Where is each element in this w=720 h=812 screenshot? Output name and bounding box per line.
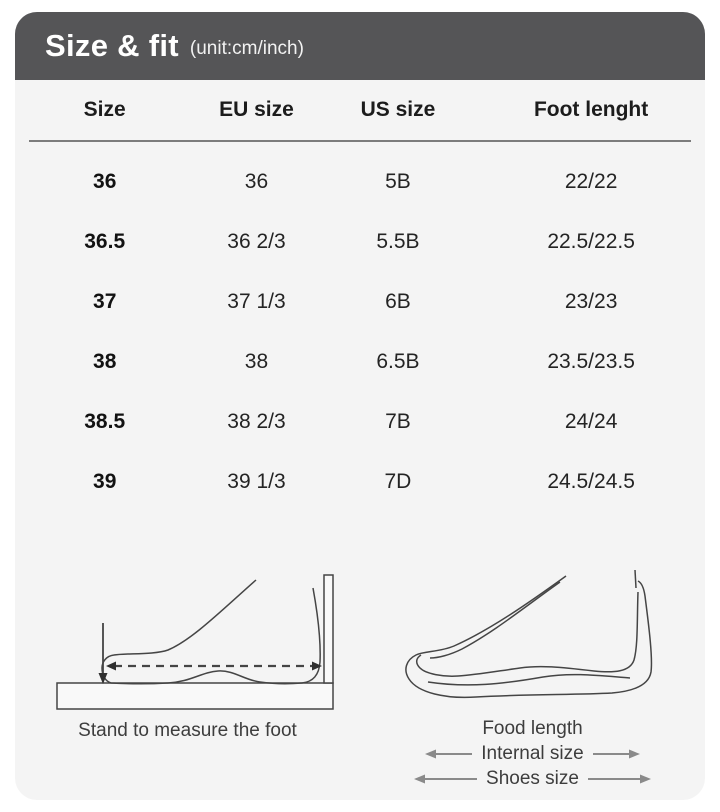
internal-size-row: Internal size bbox=[424, 743, 640, 765]
table-header-row: Size EU size US size Foot lenght bbox=[15, 80, 705, 140]
foot-measure-figure: Stand to measure the foot bbox=[15, 562, 360, 790]
heel-tab-line bbox=[633, 569, 637, 589]
cell-us-size: 6B bbox=[385, 290, 411, 313]
header-divider bbox=[29, 140, 691, 142]
shoe-collar-line bbox=[429, 581, 560, 659]
cell-eu-size: 37 1/3 bbox=[227, 290, 286, 313]
cell-foot-length: 23/23 bbox=[564, 290, 618, 313]
shoe-inner-outline bbox=[415, 591, 639, 677]
shoe-outer-outline bbox=[404, 575, 652, 699]
cell-us-size: 5.5B bbox=[376, 230, 420, 253]
cell-size: 38.5 bbox=[84, 410, 126, 433]
cell-foot-length: 22.5/22.5 bbox=[547, 230, 635, 253]
arrow-left-icon bbox=[425, 749, 473, 759]
cell-eu-size: 36 bbox=[244, 170, 269, 193]
cell-foot-length: 23.5/23.5 bbox=[547, 350, 635, 373]
shoe-midsole-line bbox=[427, 673, 630, 686]
shoes-size-label: Shoes size bbox=[486, 768, 579, 789]
cell-us-size: 7D bbox=[384, 470, 412, 493]
table-row: 36 36 5B 22/22 bbox=[15, 152, 705, 212]
card-title: Size & fit bbox=[45, 28, 179, 63]
cell-eu-size: 38 2/3 bbox=[227, 410, 286, 433]
card-header: Size & fit (unit:cm/inch) bbox=[15, 12, 705, 80]
arrow-left-icon bbox=[414, 774, 478, 784]
double-arrow-dashed-icon bbox=[105, 661, 322, 671]
table-row: 39 39 1/3 7D 24.5/24.5 bbox=[15, 452, 705, 512]
size-fit-card: Size & fit (unit:cm/inch) Size EU size U… bbox=[15, 12, 705, 800]
table-row: 36.5 36 2/3 5.5B 22.5/22.5 bbox=[15, 212, 705, 272]
column-header-eu-size: EU size bbox=[219, 98, 294, 121]
table-row: 38.5 38 2/3 7B 24/24 bbox=[15, 392, 705, 452]
arrow-right-icon bbox=[592, 749, 640, 759]
column-header-size: Size bbox=[83, 98, 126, 121]
column-header-foot-length: Foot lenght bbox=[533, 98, 649, 121]
column-header-us-size: US size bbox=[360, 98, 436, 121]
floor-shape bbox=[55, 682, 334, 710]
cell-foot-length: 24.5/24.5 bbox=[547, 470, 635, 493]
cell-eu-size: 38 bbox=[244, 350, 269, 373]
wall-shape bbox=[322, 574, 334, 684]
internal-size-label: Internal size bbox=[481, 743, 584, 764]
shoe-diagram bbox=[404, 569, 652, 699]
table-row: 38 38 6.5B 23.5/23.5 bbox=[15, 332, 705, 392]
arrow-down-icon bbox=[98, 623, 107, 684]
cell-size: 37 bbox=[93, 290, 117, 313]
table-row: 37 37 1/3 6B 23/23 bbox=[15, 272, 705, 332]
cell-us-size: 7B bbox=[385, 410, 411, 433]
cell-size: 36 bbox=[93, 170, 117, 193]
cell-foot-length: 24/24 bbox=[564, 410, 618, 433]
cell-size: 36.5 bbox=[84, 230, 126, 253]
cell-us-size: 6.5B bbox=[376, 350, 420, 373]
cell-eu-size: 36 2/3 bbox=[227, 230, 286, 253]
cell-eu-size: 39 1/3 bbox=[227, 470, 286, 493]
foot-measure-caption: Stand to measure the foot bbox=[78, 720, 297, 741]
shoe-size-figure: Food length Internal size Shoes size bbox=[360, 562, 705, 790]
foot-outline bbox=[100, 579, 321, 685]
cell-foot-length: 22/22 bbox=[564, 170, 618, 193]
cell-us-size: 5B bbox=[385, 170, 411, 193]
size-table-body: 36 36 5B 22/22 36.5 36 2/3 5.5B 22.5/22.… bbox=[15, 152, 705, 512]
shoes-size-row: Shoes size bbox=[413, 768, 652, 790]
food-length-caption: Food length bbox=[482, 718, 583, 739]
foot-measure-diagram bbox=[55, 574, 334, 710]
card-unit-label: (unit:cm/inch) bbox=[189, 37, 304, 59]
measurement-diagrams: Stand to measure the foot Food length bbox=[15, 562, 705, 790]
cell-size: 39 bbox=[93, 470, 117, 493]
arrow-right-icon bbox=[587, 774, 651, 784]
cell-size: 38 bbox=[93, 350, 117, 373]
